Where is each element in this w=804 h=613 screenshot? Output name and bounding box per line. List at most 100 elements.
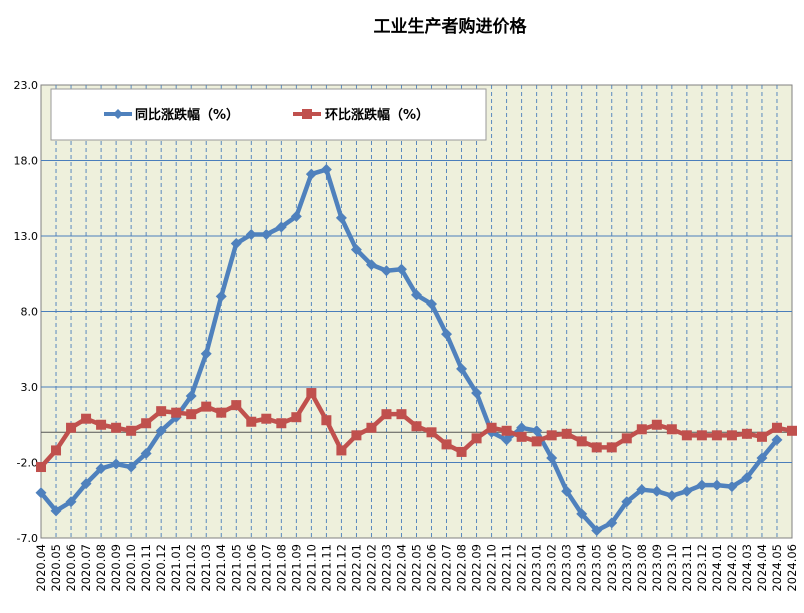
x-tick-label: 2022.04	[394, 544, 408, 592]
series-2-marker	[291, 412, 302, 423]
x-tick-label: 2023.08	[635, 544, 649, 592]
series-1-marker	[681, 485, 693, 497]
series-2-marker	[231, 400, 242, 411]
series-2-marker	[471, 433, 482, 444]
legend-marker-2	[302, 109, 312, 119]
series-1-marker	[95, 463, 107, 475]
series-1-marker	[741, 472, 753, 484]
series-2-marker	[666, 424, 677, 435]
series-1-marker	[696, 479, 708, 491]
series-2-marker	[336, 445, 347, 456]
legend-label-2: 环比涨跌幅（%）	[325, 107, 429, 123]
series-1-marker	[711, 479, 723, 491]
series-2-marker	[396, 409, 407, 420]
series-1-marker	[395, 263, 407, 275]
x-tick-label: 2020.05	[49, 544, 63, 592]
series-2-marker	[651, 419, 662, 430]
series-2-marker	[216, 407, 227, 418]
legend-marker-1	[113, 109, 123, 119]
series-1-marker	[531, 425, 543, 437]
series-2-marker	[441, 439, 452, 450]
series-2-marker	[576, 436, 587, 447]
series-2-marker	[36, 462, 46, 473]
series-1-marker	[110, 458, 122, 470]
x-tick-label: 2023.10	[665, 544, 679, 592]
series-1-marker	[305, 168, 317, 180]
series-2-marker	[486, 422, 497, 433]
series-2-marker	[126, 425, 137, 436]
y-tick-label: -2.0	[17, 457, 38, 470]
series-2-marker	[186, 409, 197, 420]
x-tick-label: 2022.12	[515, 544, 529, 592]
x-tick-label: 2022.07	[440, 544, 454, 592]
series-1-marker	[290, 210, 302, 222]
series-1-marker	[65, 496, 77, 508]
x-tick-label: 2022.05	[410, 544, 424, 592]
series-1-marker	[561, 485, 573, 497]
series-2-marker	[756, 431, 767, 442]
series-2-marker	[591, 442, 602, 453]
series-2-marker	[246, 416, 257, 427]
series-1-marker	[426, 298, 438, 310]
series-2-marker	[411, 421, 422, 432]
series-2-marker	[501, 425, 512, 436]
x-tick-label: 2021.01	[169, 544, 183, 592]
x-tick-label: 2023.09	[650, 544, 664, 592]
series-2-marker	[111, 422, 122, 433]
x-tick-label: 2021.03	[199, 544, 213, 592]
x-tick-label: 2021.09	[289, 544, 303, 592]
x-tick-label: 2020.08	[94, 544, 108, 592]
x-tick-label: 2022.11	[500, 544, 514, 592]
series-1-marker	[35, 487, 47, 499]
x-tick-label: 2024.02	[725, 544, 739, 592]
series-1-marker	[606, 517, 618, 529]
series-1-marker	[140, 447, 152, 459]
x-tick-label: 2022.08	[455, 544, 469, 592]
x-tick-label: 2021.04	[214, 544, 228, 592]
x-tick-label: 2021.10	[304, 544, 318, 592]
x-tick-label: 2020.11	[139, 544, 153, 592]
series-1-marker	[245, 228, 257, 240]
series-2-marker	[201, 401, 212, 412]
series-1-marker	[471, 387, 483, 399]
x-tick-label: 2021.06	[244, 544, 258, 592]
series-1-marker	[441, 328, 453, 340]
x-tick-label: 2020.07	[79, 544, 93, 592]
series-1-marker	[185, 390, 197, 402]
series-2-marker	[516, 431, 527, 442]
series-2-marker	[351, 430, 362, 441]
series-1-marker	[516, 422, 528, 434]
series-1-marker	[260, 228, 272, 240]
series-1-marker	[576, 508, 588, 520]
x-tick-label: 2022.03	[379, 544, 393, 592]
x-tick-label: 2022.10	[485, 544, 499, 592]
series-1-marker	[380, 265, 392, 277]
series-2-marker	[156, 406, 167, 417]
series-2-marker	[636, 424, 647, 435]
series-2-marker	[321, 415, 332, 426]
series-1-marker	[50, 505, 62, 517]
series-2-marker	[381, 409, 392, 420]
x-tick-label: 2023.04	[575, 544, 589, 592]
series-2-marker	[426, 427, 437, 438]
series-2-marker	[306, 388, 317, 399]
x-tick-label: 2024.06	[785, 544, 799, 592]
series-1-marker	[230, 238, 242, 250]
series-2-marker	[741, 428, 752, 439]
x-tick-label: 2023.01	[530, 544, 544, 592]
x-tick-label: 2020.04	[34, 544, 48, 592]
x-tick-label: 2023.02	[545, 544, 559, 592]
y-tick-label: 23.0	[14, 79, 39, 92]
y-tick-label: 3.0	[21, 381, 39, 394]
x-tick-label: 2024.04	[755, 544, 769, 592]
x-tick-label: 2021.12	[334, 544, 348, 592]
series-2-marker	[531, 436, 542, 447]
series-1-marker	[756, 452, 768, 464]
x-tick-label: 2023.06	[605, 544, 619, 592]
series-1-marker	[726, 481, 738, 493]
series-2-marker	[681, 430, 692, 441]
series-2-marker	[81, 413, 92, 424]
series-2-marker	[711, 430, 722, 441]
